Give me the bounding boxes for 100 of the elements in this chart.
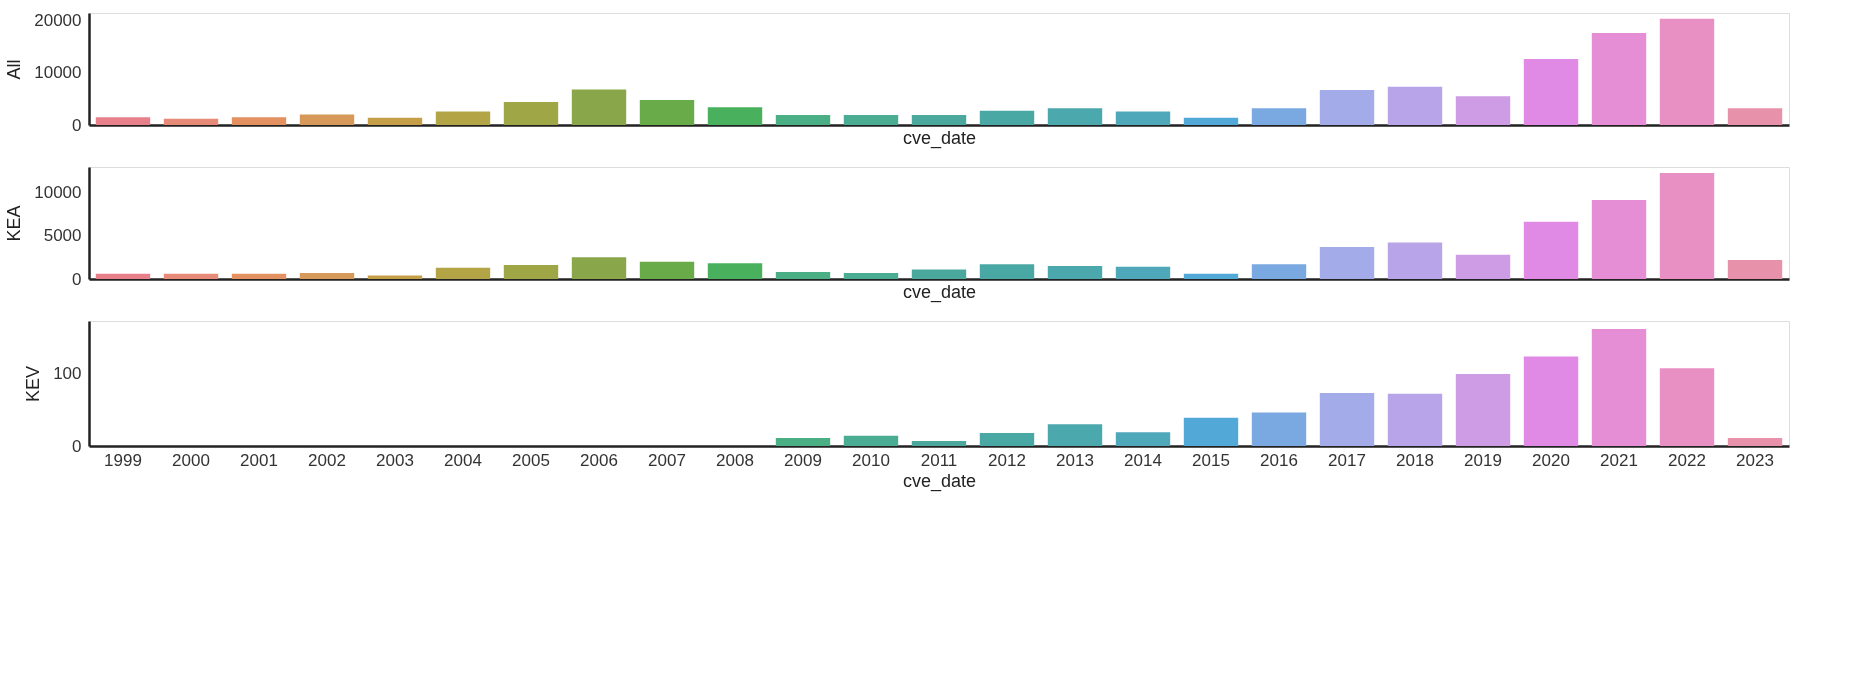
bar	[1319, 246, 1375, 279]
bar	[1047, 265, 1103, 279]
bar	[1387, 86, 1443, 125]
bar	[1523, 221, 1579, 279]
bar	[1387, 393, 1443, 446]
x-tick-label: 2003	[376, 450, 414, 470]
bar	[435, 111, 491, 125]
y-tick-label: 0	[72, 115, 82, 135]
bar	[1455, 374, 1511, 446]
bar	[1591, 199, 1647, 279]
bar	[979, 110, 1035, 125]
x-tick-label: 2005	[512, 450, 550, 470]
x-tick-label: 2020	[1532, 450, 1570, 470]
bar	[367, 117, 423, 125]
y-tick-label: 5000	[43, 226, 82, 246]
bar	[979, 432, 1035, 446]
bar	[1251, 412, 1307, 446]
bar	[1115, 111, 1171, 125]
x-tick-label: 2012	[988, 450, 1026, 470]
bar	[1047, 108, 1103, 125]
bar	[843, 115, 899, 125]
x-tick-label: 2021	[1600, 450, 1638, 470]
bar	[911, 440, 967, 446]
bar	[843, 272, 899, 279]
y-tick-label: 10000	[34, 182, 82, 202]
bar	[1591, 328, 1647, 446]
x-tick-label: 2004	[444, 450, 482, 470]
y-tick-label: 10000	[34, 63, 82, 83]
x-tick-label: 2018	[1396, 450, 1434, 470]
y-axis-title: KEV	[23, 365, 44, 403]
bar	[231, 117, 287, 125]
bar	[1523, 59, 1579, 125]
x-tick-label: 2014	[1124, 450, 1162, 470]
bar	[979, 264, 1035, 279]
bar	[639, 99, 695, 125]
bar	[1251, 108, 1307, 125]
x-tick-label: 2010	[852, 450, 890, 470]
x-tick-label: 2002	[308, 450, 346, 470]
y-axis-title: All	[4, 59, 25, 80]
bar	[1251, 264, 1307, 279]
x-tick-label: 2023	[1736, 450, 1774, 470]
bar	[911, 115, 967, 125]
y-tick-label: 100	[53, 363, 82, 383]
bar	[299, 272, 355, 279]
bar	[843, 435, 899, 446]
bar	[1047, 424, 1103, 446]
bar	[1727, 108, 1783, 125]
bar	[1319, 392, 1375, 446]
x-tick-label: 2013	[1056, 450, 1094, 470]
x-tick-label: 2022	[1668, 450, 1706, 470]
bar	[571, 89, 627, 125]
y-axis-title: KEA	[4, 205, 25, 242]
x-tick-label: 2000	[172, 450, 210, 470]
bar	[95, 117, 151, 125]
x-axis-title: cve_date	[902, 127, 977, 149]
x-tick-label: 2006	[580, 450, 618, 470]
x-tick-label: 2001	[240, 450, 278, 470]
y-tick-label: 0	[72, 269, 82, 289]
bar	[707, 263, 763, 279]
bar	[1659, 173, 1715, 279]
bar	[1727, 438, 1783, 446]
x-tick-label: 2016	[1260, 450, 1298, 470]
bar	[95, 273, 151, 279]
bar	[571, 257, 627, 279]
bar	[1455, 96, 1511, 125]
bar	[1523, 356, 1579, 446]
x-axis-title: cve_date	[902, 281, 977, 303]
y-tick-label: 20000	[34, 10, 82, 30]
y-tick-label: 0	[72, 436, 82, 456]
bar	[911, 269, 967, 279]
bar	[1659, 18, 1715, 125]
bar	[1591, 32, 1647, 125]
bar	[1115, 266, 1171, 279]
x-tick-label: 2019	[1464, 450, 1502, 470]
bar	[1387, 242, 1443, 279]
x-tick-label: 2009	[784, 450, 822, 470]
bar	[503, 101, 559, 125]
bar	[1115, 432, 1171, 446]
bar	[1183, 117, 1239, 125]
bar	[435, 267, 491, 279]
bar	[299, 114, 355, 125]
x-tick-label: 2017	[1328, 450, 1366, 470]
x-tick-label: 2008	[716, 450, 754, 470]
bar	[707, 107, 763, 125]
bar	[163, 118, 219, 125]
bar	[775, 438, 831, 446]
bar	[1319, 89, 1375, 125]
bar	[775, 115, 831, 125]
bar	[775, 272, 831, 279]
x-tick-label: 2011	[920, 450, 958, 470]
bar	[1183, 417, 1239, 446]
x-tick-label: 2015	[1192, 450, 1230, 470]
bar	[1727, 259, 1783, 279]
x-tick-label: 1999	[104, 450, 142, 470]
bar	[1455, 254, 1511, 279]
bar	[503, 265, 559, 279]
bar	[1659, 368, 1715, 446]
bar	[231, 273, 287, 279]
bar	[163, 273, 219, 279]
x-tick-label: 2007	[648, 450, 686, 470]
